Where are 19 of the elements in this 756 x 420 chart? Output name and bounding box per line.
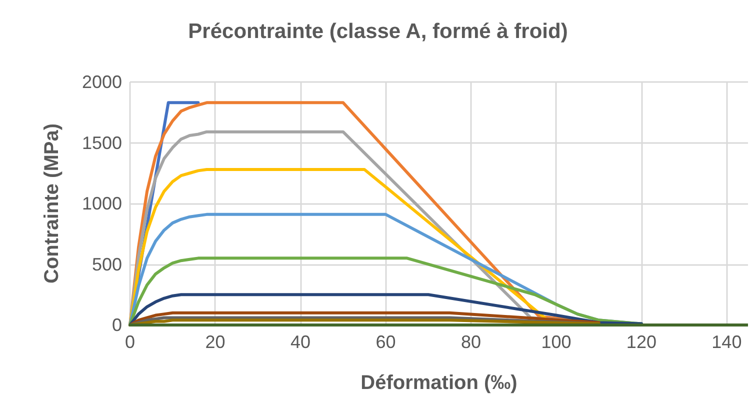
y-tick-label: 2000 — [82, 72, 122, 92]
x-tick-label: 40 — [290, 332, 310, 352]
y-tick-label: 500 — [92, 254, 122, 274]
x-tick-label: 80 — [460, 332, 481, 352]
x-tick-label: 0 — [124, 332, 136, 352]
y-axis-title: Contrainte (MPa) — [41, 124, 63, 284]
y-tick-label: 0 — [112, 315, 122, 335]
y-tick-label: 1500 — [82, 132, 122, 153]
x-tick-label: 20 — [205, 332, 226, 352]
x-tick-label: 140 — [712, 332, 742, 352]
x-tick-label: 60 — [376, 332, 396, 352]
line-series — [128, 311, 600, 326]
chart-title: Précontrainte (classe A, formé à froid) — [188, 20, 568, 43]
x-axis-title: Déformation (‰) — [360, 372, 518, 394]
y-tick-label: 1000 — [82, 194, 122, 214]
line-series — [128, 293, 643, 326]
x-tick-label: 100 — [541, 332, 572, 352]
line-series — [128, 256, 643, 326]
x-tick-label: 120 — [626, 332, 656, 352]
